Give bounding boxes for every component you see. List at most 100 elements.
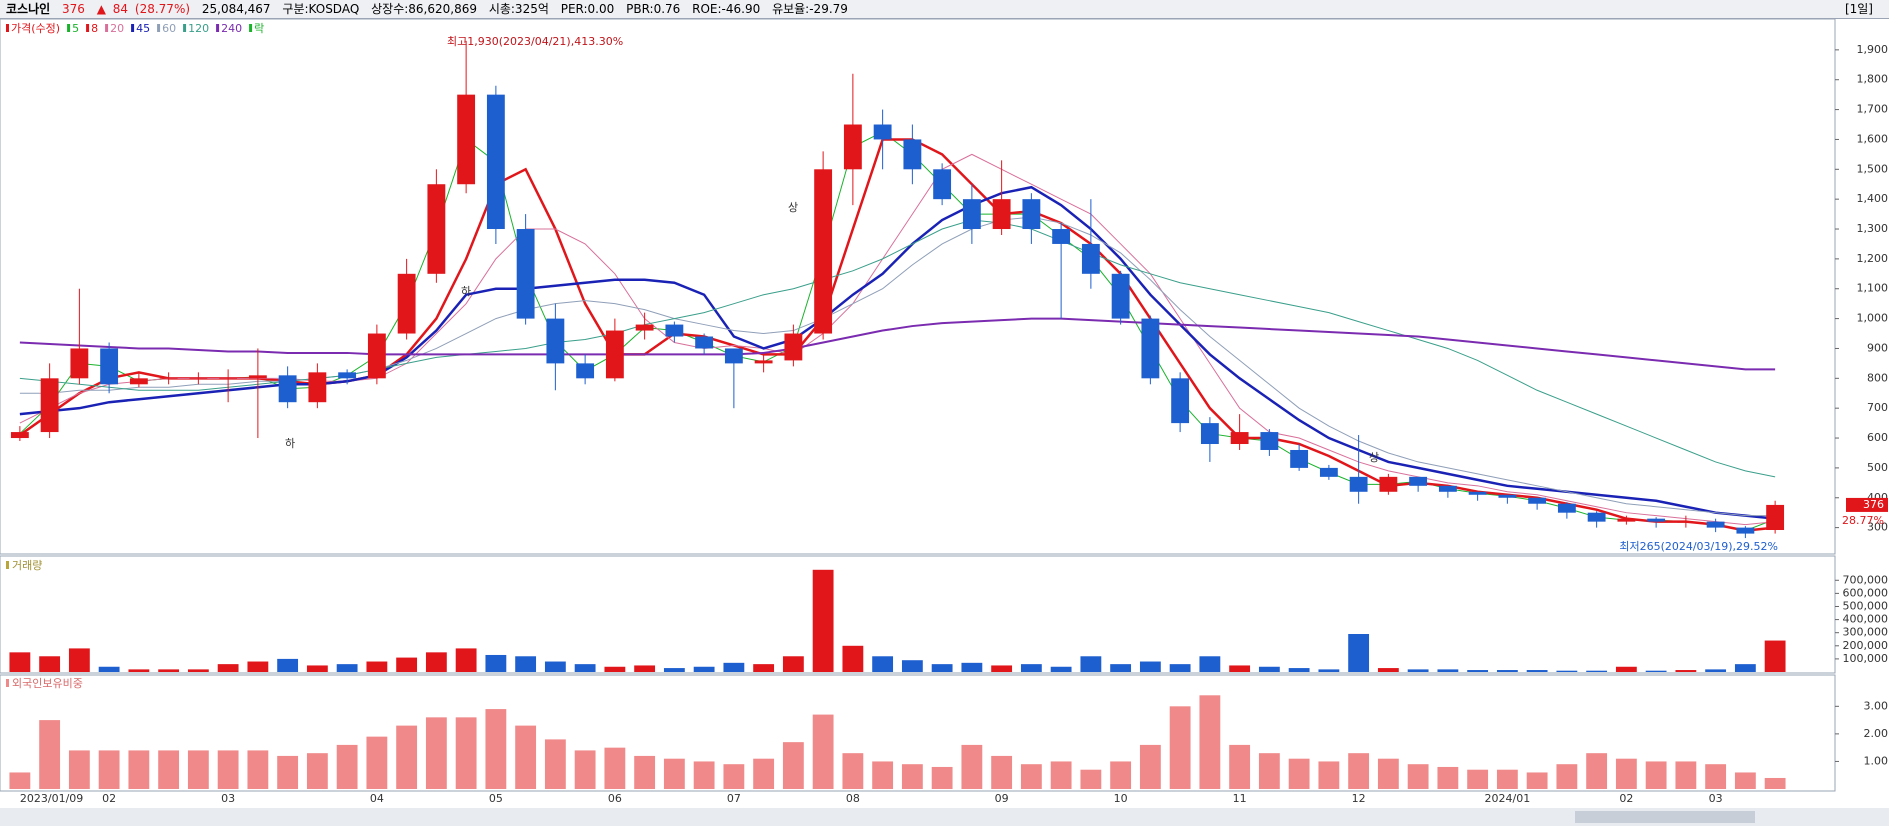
bar	[544, 739, 566, 789]
bar	[1080, 769, 1102, 789]
candle-body	[1647, 518, 1666, 522]
bar	[485, 654, 507, 672]
x-tick-label: 2024/01	[1485, 792, 1531, 805]
legend-entry: 45	[136, 22, 150, 35]
bar	[1764, 640, 1786, 672]
candle-body	[129, 378, 148, 385]
x-tick-label: 12	[1352, 792, 1366, 805]
bar	[574, 750, 596, 789]
candle-body	[1052, 229, 1071, 244]
bar	[187, 669, 209, 672]
y-tick-label: 1,400	[1857, 192, 1889, 205]
bar	[247, 750, 269, 789]
candle-body	[486, 94, 505, 230]
legend-swatch	[183, 24, 187, 32]
x-tick-label: 09	[995, 792, 1009, 805]
period-button[interactable]: [1일]	[1844, 2, 1873, 16]
bar	[455, 648, 477, 672]
x-tick-label: 04	[370, 792, 384, 805]
candle-body	[100, 348, 119, 385]
bar	[901, 660, 923, 672]
bar	[1437, 766, 1459, 789]
bar	[782, 656, 804, 672]
bar	[247, 661, 269, 672]
bar	[68, 648, 90, 672]
bar	[1586, 753, 1608, 789]
reserve: 유보율:-29.79	[772, 2, 848, 16]
bar	[663, 758, 685, 789]
y-tick-label: 3.00	[1864, 699, 1889, 712]
bar	[1526, 670, 1548, 672]
candle-body	[1290, 449, 1309, 468]
bar	[1734, 664, 1756, 672]
legend-swatch	[6, 561, 9, 569]
x-tick-label: 02	[102, 792, 116, 805]
bar	[306, 753, 328, 789]
x-tick-label: 08	[846, 792, 860, 805]
stock-name[interactable]: 코스나인	[6, 2, 51, 16]
signal-marker: 상	[788, 201, 798, 214]
pane-title: 외국인보유비중	[12, 677, 83, 690]
candle-body	[843, 124, 862, 170]
bar	[1645, 670, 1667, 672]
bar	[1229, 665, 1251, 672]
bar	[1229, 744, 1251, 789]
price-tag-pct: 28.77%	[1842, 514, 1884, 527]
bar	[1407, 764, 1429, 789]
bar	[277, 755, 299, 789]
bar	[1139, 744, 1161, 789]
candle-body	[962, 199, 981, 230]
bar	[9, 652, 31, 672]
bar	[515, 725, 537, 789]
bar	[663, 668, 685, 672]
pbr: PBR:0.76	[626, 2, 681, 16]
candle-body	[1379, 476, 1398, 492]
bar	[961, 662, 983, 672]
bar	[634, 665, 656, 672]
candle-body	[1468, 491, 1487, 495]
signal-marker: 하	[285, 436, 295, 450]
scroll-thumb[interactable]	[1575, 811, 1755, 823]
bar	[128, 750, 150, 789]
bar	[1467, 670, 1489, 672]
y-tick-label: 1,800	[1857, 73, 1889, 86]
candle-body	[1409, 476, 1428, 486]
legend-entry: 120	[188, 22, 209, 35]
scrollbar[interactable]	[0, 808, 1889, 826]
bar	[1348, 634, 1370, 672]
ma-line	[19, 138, 1776, 532]
y-tick-label: 700	[1867, 401, 1888, 414]
y-tick-label: 900	[1867, 341, 1888, 354]
x-tick-label: 2023/01/09	[20, 792, 83, 805]
bar	[1675, 761, 1697, 789]
candle-body	[427, 184, 446, 274]
bar	[306, 665, 328, 672]
candle-body	[903, 139, 922, 170]
bar	[1467, 769, 1489, 789]
market: 구분:KOSDAQ	[282, 2, 360, 16]
legend-swatch	[67, 24, 71, 32]
bar	[1645, 761, 1667, 789]
bar	[425, 652, 447, 672]
bar	[812, 569, 834, 672]
candle-body	[1319, 467, 1338, 477]
candle-body	[546, 318, 565, 364]
bar	[1615, 758, 1637, 789]
candle-body	[873, 124, 892, 140]
candle-body	[1498, 494, 1517, 498]
candle-body	[40, 378, 59, 433]
bar	[217, 750, 239, 789]
y-tick-label: 2.00	[1864, 727, 1889, 740]
candle-body	[724, 348, 743, 364]
candle-body	[10, 432, 29, 439]
bar	[901, 764, 923, 789]
candle-body	[1200, 423, 1219, 445]
bar	[872, 761, 894, 789]
bar	[723, 662, 745, 672]
y-tick-label: 300	[1867, 521, 1888, 534]
bar	[1139, 661, 1161, 672]
bar	[1318, 669, 1340, 672]
bar	[723, 764, 745, 789]
x-tick-label: 03	[1709, 792, 1723, 805]
candle-body	[1587, 512, 1606, 522]
